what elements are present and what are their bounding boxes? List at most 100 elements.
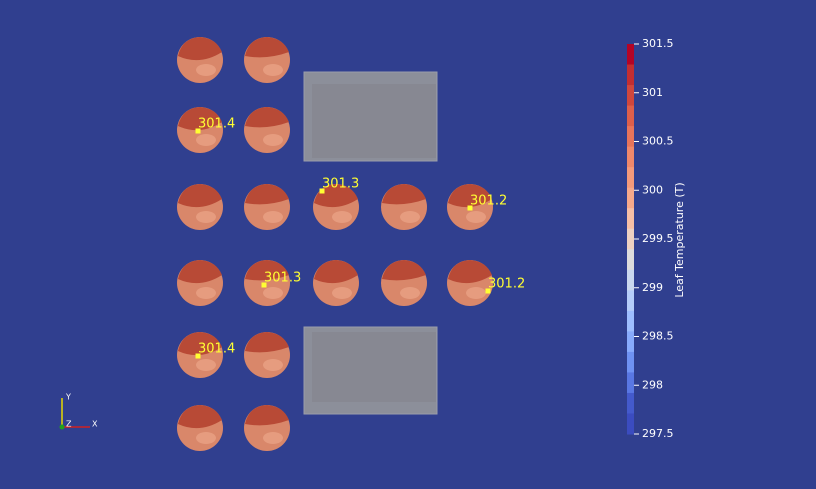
leaf [313,260,359,306]
leaf-warm [245,332,289,353]
scene [177,37,493,451]
leaf-warm [245,184,289,205]
leaf-cool [332,211,352,223]
tick-label: 301 [642,86,663,99]
tick-label: 299.5 [642,232,674,245]
color-band [627,249,634,271]
probe-label: 301.2 [470,194,507,209]
leaf-warm [448,184,492,208]
leaf-cool [263,287,283,299]
tick-label: 298 [642,378,663,391]
leaf [381,184,427,230]
leaf-warm [314,260,358,284]
leaf-cool [332,287,352,299]
probe-point [195,128,201,134]
leaf [313,184,359,230]
color-band [627,351,634,373]
leaf [244,332,290,378]
leaf-cool [400,211,420,223]
color-band [627,310,634,332]
leaf-cool [196,64,216,76]
leaf [177,37,223,83]
color-band [627,85,634,107]
color-band [627,167,634,189]
leaf-cool [196,359,216,371]
probe-label: 301.2 [488,277,525,292]
probe-label: 301.4 [198,342,235,357]
leaf [381,260,427,306]
color-band [627,413,634,435]
tick-label: 298.5 [642,330,674,343]
color-band [627,372,634,394]
color-bar: 301.5 301 300.5 300 299.5 299 298.5 298 297.5 [627,37,674,440]
leaf-cool [263,432,283,444]
leaf [177,184,223,230]
probe-label: 301.3 [264,271,301,286]
leaf-warm [245,405,289,426]
leaf-cool [196,432,216,444]
color-band [627,146,634,168]
color-bar-title: Leaf Temperature (T) [673,182,686,297]
axis-label: Y [65,393,71,402]
color-band [627,269,634,291]
leaf-cool [263,211,283,223]
leaf-warm [314,184,358,208]
leaf [177,260,223,306]
leaf-cool [263,134,283,146]
tick-label: 299 [642,281,663,294]
tick-label: 297.5 [642,427,674,440]
leaf-cool [196,287,216,299]
probe-point [485,288,491,294]
probe-label: 301.4 [198,117,235,132]
axis-label: X [92,420,98,429]
leaf-cool [466,211,486,223]
leaf-warm [178,332,222,356]
leaf-cool [196,211,216,223]
color-band [627,392,634,414]
leaf [244,260,290,306]
tick-label: 300.5 [642,135,674,148]
color-band [627,228,634,250]
leaf-warm [178,184,222,208]
leaf-cool [196,134,216,146]
probe-point [195,353,201,359]
probe-point [467,205,473,211]
color-band [627,208,634,230]
leaf-cool [263,64,283,76]
leaf-warm [245,37,289,58]
probes: 301.4 301.3 301.2 301.3 301.2 301.4 [195,117,525,359]
tick-label: 301.5 [642,37,674,50]
leaf-warm [382,260,426,281]
color-band [627,187,634,209]
leaf [447,260,493,306]
leaf-warm [382,184,426,205]
leaf-warm [448,260,492,284]
color-band [627,105,634,127]
box [303,71,438,415]
leaf-warm [178,37,222,61]
leaf-warm [178,260,222,284]
leaf [244,184,290,230]
color-band [627,64,634,86]
leaf-cool [263,359,283,371]
probe-point [319,188,325,194]
leaf-cool [466,287,486,299]
leaf [244,37,290,83]
leaf [244,107,290,153]
color-band [627,290,634,312]
axis-label: Z [66,420,72,429]
leaf-warm [178,405,222,429]
tick-label: 300 [642,183,663,196]
color-band [627,331,634,353]
leaf [244,405,290,451]
leaf-cool [400,287,420,299]
color-band [627,44,634,66]
leaf-warm [245,260,289,281]
axes-triad: Y X Z [59,393,98,430]
leaf-warm [178,107,222,131]
probe-point [261,282,267,288]
leaf [177,405,223,451]
probe-label: 301.3 [322,177,359,192]
color-band [627,126,634,148]
